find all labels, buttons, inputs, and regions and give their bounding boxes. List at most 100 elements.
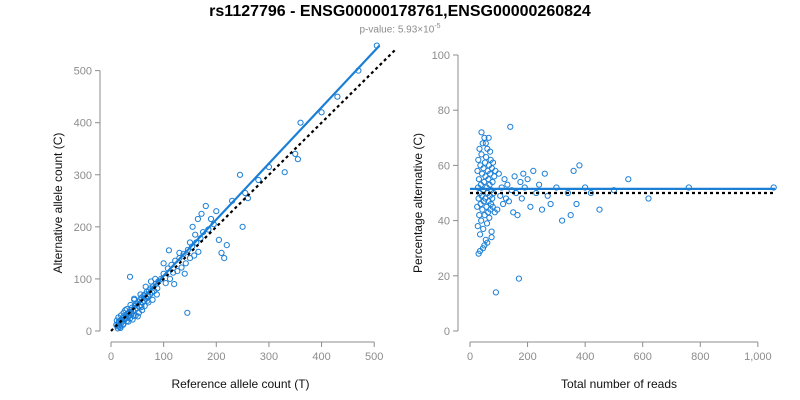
percentage-data-point: [501, 176, 508, 183]
percentage-data-point: [582, 184, 589, 191]
allele-count-x-tick-label: 100: [154, 351, 172, 363]
allele-count-data-point: [166, 275, 174, 282]
allele-count-data-point: [182, 260, 189, 267]
allele-count-data-point: [129, 316, 136, 323]
allele-count-data-point: [153, 291, 160, 298]
allele-count-data-point: [202, 202, 209, 210]
allele-count-data-point: [191, 252, 198, 259]
percentage-data-point: [474, 203, 481, 210]
allele-count-data-point: [294, 156, 301, 163]
percentage-data-point: [573, 200, 580, 208]
allele-count-data-point: [281, 169, 288, 176]
allele-count-y-tick-label: 200: [74, 222, 92, 234]
percentage-data-point: [596, 206, 603, 213]
allele-count-x-tick-label: 200: [207, 351, 225, 363]
allele-count-data-point: [144, 297, 151, 304]
percentage-data-point: [481, 159, 489, 166]
percentage-data-point: [480, 165, 487, 172]
percentage-data-point: [489, 159, 497, 166]
percentage-data-point: [475, 176, 482, 183]
percentage-data-point: [476, 212, 483, 219]
percentage-data-point: [547, 200, 554, 208]
allele-count-data-point: [244, 195, 251, 202]
allele-count-data-point: [120, 309, 127, 316]
percentage-data-point: [485, 176, 492, 183]
allele-count-data-point: [113, 317, 120, 324]
percentage-data-point: [520, 170, 527, 177]
allele-count-data-point: [115, 314, 122, 321]
percentage-y-tick-label: 40: [438, 216, 450, 228]
allele-count-data-point: [142, 283, 149, 290]
percentage-data-point: [489, 178, 496, 186]
allele-count-y-tick-label: 300: [74, 170, 92, 182]
percentage-data-point: [610, 187, 618, 194]
percentage-data-point: [530, 167, 537, 174]
percentage-data-point: [495, 170, 502, 177]
percentage-data-point: [538, 206, 546, 213]
allele-count-data-point: [131, 295, 138, 302]
percentage-data-point: [544, 192, 551, 199]
percentage-data-point: [491, 173, 498, 180]
percentage-x-tick-label: 200: [518, 351, 536, 363]
allele-count-data-point: [194, 215, 201, 223]
allele-count-data-point: [178, 264, 185, 271]
percentage-data-point: [487, 148, 494, 155]
percentage-data-point: [541, 170, 548, 177]
percentage-data-point: [553, 184, 560, 191]
percentage-data-point: [484, 239, 491, 246]
allele-count-data-point: [134, 313, 141, 320]
allele-count-x-tick-label: 300: [260, 351, 278, 363]
percentage-data-point: [570, 167, 577, 174]
percentage-data-point: [527, 203, 534, 210]
allele-count-data-point: [138, 303, 145, 311]
percentage-data-point: [479, 170, 486, 177]
allele-count-data-point: [189, 223, 196, 230]
percentage-data-point: [488, 234, 495, 241]
allele-count-data-point: [149, 296, 156, 303]
percentage-data-point: [536, 181, 543, 188]
allele-count-data-point: [184, 309, 191, 316]
percentage-data-point: [625, 176, 632, 183]
percentage-x-tick-label: 400: [576, 351, 594, 363]
percentage-data-point: [474, 223, 481, 230]
percentage-data-point: [483, 220, 491, 227]
allele-count-fit-line: [120, 44, 381, 322]
allele-count-x-tick-label: 400: [312, 351, 330, 363]
percentage-data-point: [477, 231, 484, 238]
percentage-y-tick-label: 20: [438, 271, 450, 283]
percentage-data-point: [479, 206, 486, 213]
percentage-x-tick-label: 1,000: [744, 351, 772, 363]
percentage-data-point: [483, 154, 490, 161]
percentage-data-point: [489, 203, 496, 210]
percentage-y-axis-title: Percentage alternative (C): [411, 133, 425, 273]
allele-count-data-point: [141, 302, 148, 310]
percentage-data-point: [521, 184, 528, 191]
allele-count-data-point: [292, 150, 299, 157]
allele-count-data-point: [180, 250, 187, 257]
allele-count-reference-line: [110, 49, 397, 332]
percentage-data-point: [479, 140, 486, 147]
allele-count-x-axis-title: Reference allele count (T): [171, 377, 309, 391]
percentage-data-point: [485, 134, 492, 141]
allele-count-data-point: [198, 210, 205, 217]
allele-count-data-point: [218, 249, 225, 256]
allele-count-y-tick-label: 400: [74, 118, 92, 130]
allele-count-data-point: [162, 280, 169, 287]
allele-count-data-point: [223, 242, 230, 249]
percentage-data-point: [483, 203, 490, 210]
percentage-y-tick-label: 100: [432, 50, 450, 62]
allele-count-y-axis-title: Alternative allele count (C): [51, 133, 65, 274]
allele-count-data-point: [184, 246, 191, 253]
percentage-data-point: [494, 206, 501, 213]
allele-count-scatter-panel: 0 100 200 300 400 500 0 100 200 300 400 500 Referenc…: [51, 42, 397, 391]
allele-count-data-point: [213, 208, 220, 215]
percentage-data-point: [488, 228, 495, 235]
percentage-data-point: [489, 195, 496, 202]
percentage-data-point: [476, 145, 483, 152]
percentage-data-point: [480, 225, 487, 232]
percentage-data-point: [492, 167, 499, 174]
allele-count-data-point: [137, 291, 144, 298]
percentage-y-tick-label: 60: [438, 160, 450, 172]
percentage-data-point: [511, 173, 518, 180]
allele-count-data-point: [127, 301, 134, 309]
